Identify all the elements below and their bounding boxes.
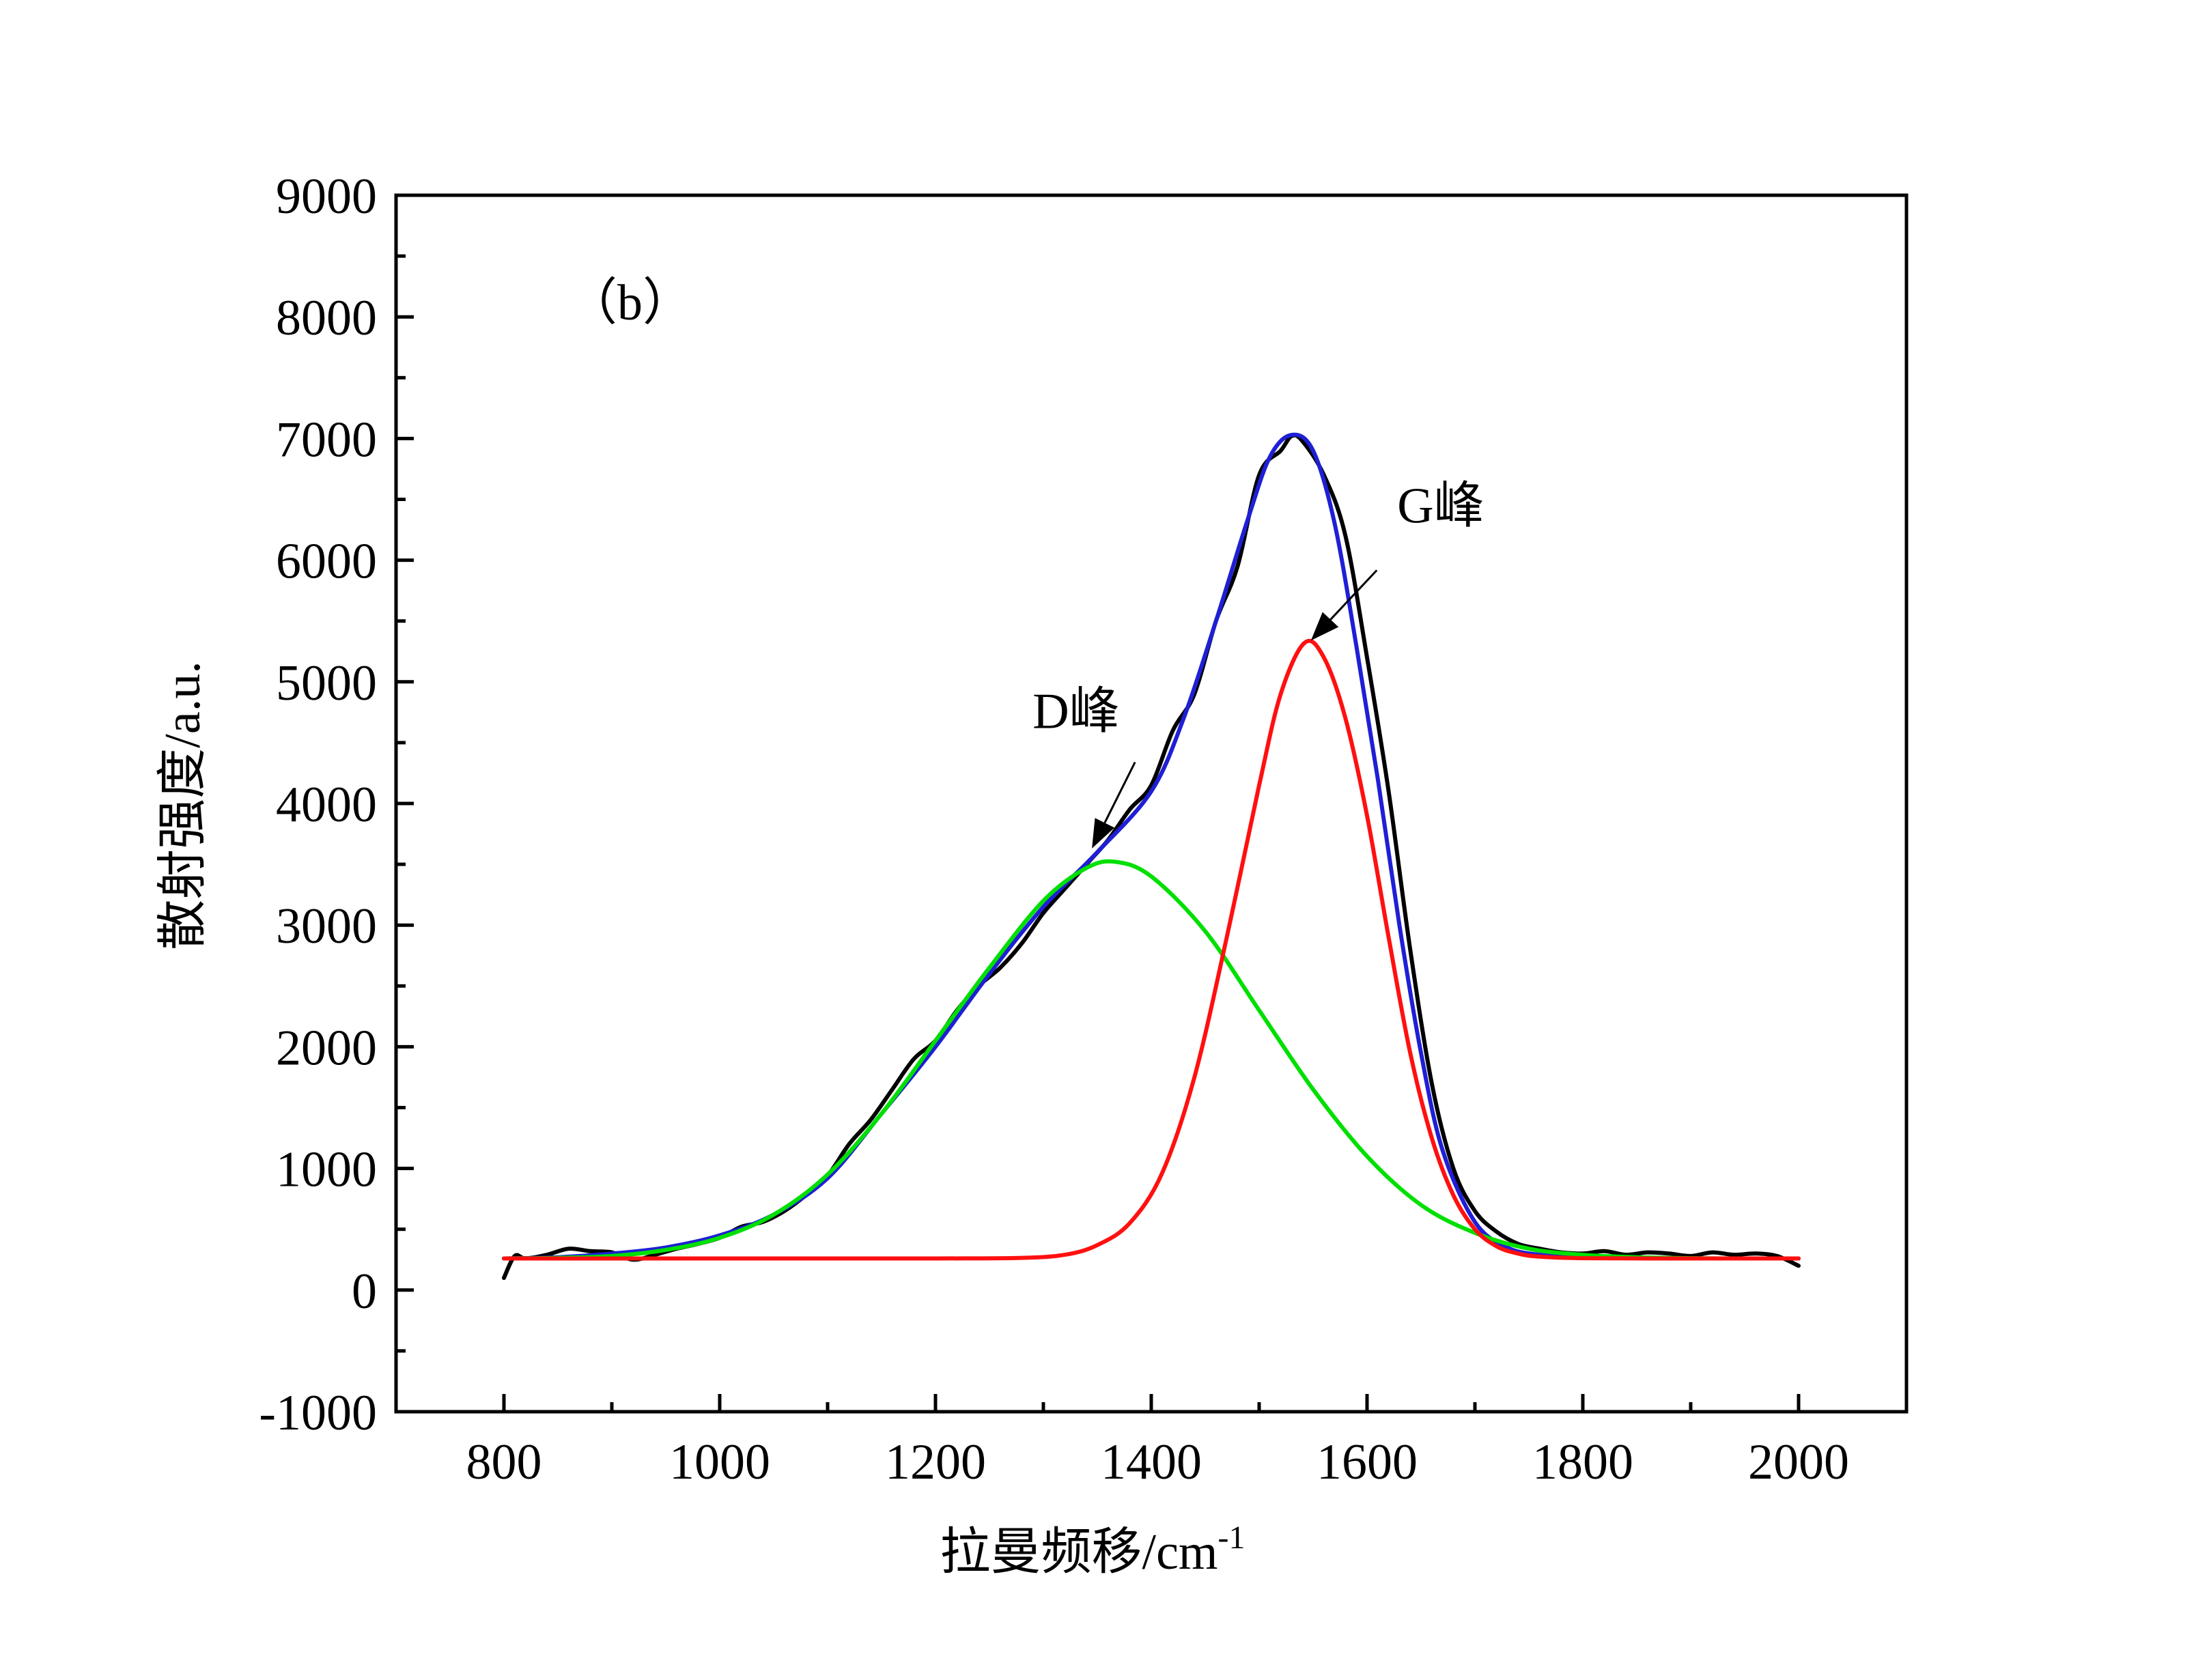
x-tick-label: 1600	[1317, 1434, 1418, 1490]
series-d-peak-line	[502, 859, 1801, 1261]
x-tick-label: 1800	[1532, 1434, 1633, 1490]
series-layer	[502, 432, 1801, 1280]
x-tick-label: 2000	[1748, 1434, 1849, 1490]
y-tick-label: 7000	[276, 412, 377, 468]
axes-layer: 800 1000 1200 1400 1600 1800 2000 -1000 0 1000 200…	[259, 169, 1849, 1490]
y-tick-label: 0	[352, 1264, 377, 1320]
plot-frame	[394, 193, 1909, 1414]
y-tick-label: 5000	[276, 655, 377, 711]
y-tick-label: 3000	[276, 898, 377, 954]
y-tick-label: 1000	[276, 1142, 377, 1198]
series-g-peak-line	[502, 638, 1801, 1261]
x-tick-label: 1400	[1101, 1434, 1202, 1490]
y-tick-label: 8000	[276, 290, 377, 346]
annotation-layer: D峰 G峰	[1032, 478, 1484, 849]
x-axis-title-text: 拉曼频移/cm	[940, 1524, 1218, 1580]
g-peak-label: G峰	[1397, 478, 1484, 534]
x-axis-title: 拉曼频移/cm-1	[940, 1520, 1245, 1580]
y-axis-title: 散射强度/a.u.	[155, 661, 211, 950]
g-peak-arrow-head	[1310, 612, 1339, 641]
y-tick-label: -1000	[259, 1385, 377, 1441]
panel-label: （b）	[567, 275, 693, 331]
x-tick-label: 1000	[669, 1434, 770, 1490]
y-tick-label: 2000	[276, 1020, 377, 1076]
d-peak-arrow-line	[1103, 761, 1136, 824]
d-peak-label: D峰	[1032, 684, 1119, 740]
y-tick-label: 9000	[276, 169, 377, 225]
y-tick-label: 4000	[276, 777, 377, 833]
series-raw-spectrum-line	[502, 433, 1801, 1280]
d-peak-arrow-head	[1092, 818, 1115, 849]
y-tick-label: 6000	[276, 534, 377, 590]
x-tick-label: 800	[466, 1434, 542, 1490]
x-axis-title-superscript: -1	[1217, 1520, 1245, 1556]
x-tick-label: 1200	[885, 1434, 986, 1490]
g-peak-arrow-line	[1329, 569, 1378, 621]
series-fit-sum-line	[502, 432, 1801, 1261]
